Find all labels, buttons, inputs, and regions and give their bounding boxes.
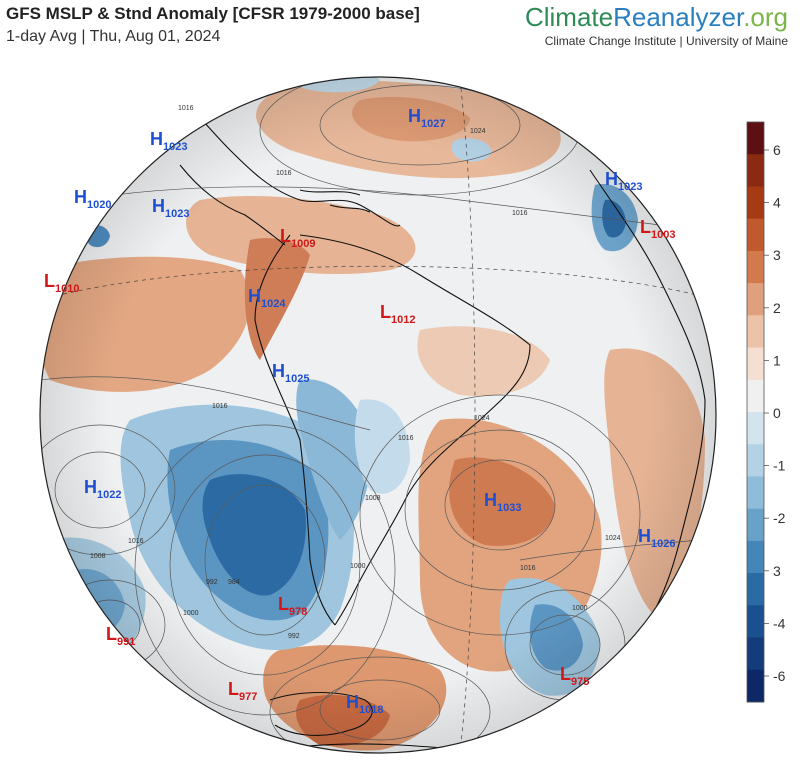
isobar-label: 1016: [276, 170, 292, 177]
colorbar-block: [747, 250, 764, 284]
isobar-label: 984: [228, 579, 240, 586]
pressure-system-high: H1033: [484, 490, 521, 514]
colorbar-frame: [746, 121, 765, 703]
pressure-system-low: L975: [560, 664, 589, 688]
pressure-system-high: H1023: [152, 196, 189, 220]
colorbar-tick-label: 2: [773, 300, 781, 316]
pressure-system-high: H1024: [248, 286, 286, 310]
pressure-system-high: H1023: [605, 169, 642, 193]
colorbar-block: [747, 669, 764, 703]
pressure-system-low: L978: [278, 594, 307, 618]
isobar-label: 1016: [212, 403, 228, 410]
colorbar-block: [747, 476, 764, 510]
isobar-label: 1008: [90, 553, 106, 560]
colorbar-block: [747, 347, 764, 381]
brand-name-climate: Climate: [524, 2, 614, 32]
isobar-label: 1016: [398, 435, 414, 442]
colorbar-block: [747, 379, 764, 413]
colorbar-tick-label: -2: [773, 510, 786, 526]
colorbar-tick-label: -4: [773, 615, 786, 631]
colorbar-block: [747, 605, 764, 639]
pressure-system-high: H1027: [408, 106, 445, 130]
brand-logo[interactable]: ClimateReanalyzer.org Climate Change Ins…: [525, 2, 788, 48]
colorbar-tick-label: 3: [773, 563, 781, 579]
colorbar: 6 4 3 2 1 0 -1 -2 3 -4 -6: [746, 121, 786, 703]
colorbar-tick-label: 0: [773, 405, 781, 421]
colorbar-blocks: [747, 122, 764, 703]
isobar-label: 1024: [470, 128, 486, 135]
pressure-system-low: L1003: [640, 217, 675, 241]
colorbar-block: [747, 573, 764, 606]
map-subtitle: 1-day Avg | Thu, Aug 01, 2024: [6, 28, 221, 45]
globe-outline: [39, 76, 717, 754]
isobar-labels: 1016 1024 1016 1016 1016 1016 1008 1000 …: [90, 105, 621, 640]
pressure-systems: H1027 H1023 H1020 H1023 H1023 L1003 L100…: [44, 106, 675, 716]
pressure-system-high: H1018: [346, 692, 383, 716]
colorbar-block: [747, 444, 764, 477]
pressure-system-low: L1012: [380, 302, 415, 326]
isobar-label: 992: [206, 579, 218, 586]
pressure-system-low: L991: [106, 624, 135, 648]
colorbar-block: [747, 508, 764, 542]
colorbar-tick-label: -1: [773, 458, 786, 474]
colorbar-tick-label: 6: [773, 142, 781, 158]
isobar-label: 1008: [365, 495, 381, 502]
isobar-label: 1000: [350, 563, 366, 570]
colorbar-block: [747, 218, 764, 252]
isobar-label: 1016: [128, 538, 144, 545]
brand-name-reanalyzer: Reanalyzer: [613, 2, 744, 32]
isobar-label: 1000: [183, 610, 199, 617]
pressure-system-high: H1020: [74, 187, 111, 211]
colorbar-block: [747, 412, 764, 445]
colorbar-ticks: 6 4 3 2 1 0 -1 -2 3 -4 -6: [764, 142, 786, 684]
brand-name-org: .org: [743, 2, 788, 32]
colorbar-block: [747, 122, 764, 155]
pressure-system-high: H1026: [638, 526, 675, 550]
pressure-system-low: L1010: [44, 271, 79, 295]
brand-tagline: Climate Change Institute | University of…: [544, 34, 788, 48]
isobar-label: 1016: [520, 565, 536, 572]
colorbar-block: [747, 186, 764, 220]
isobar-label: 1016: [512, 210, 528, 217]
isobar-label: 1000: [572, 605, 588, 612]
colorbar-block: [747, 154, 764, 187]
pressure-system-low: L977: [228, 679, 257, 703]
isobar-label: 1024: [474, 415, 490, 422]
colorbar-tick-label: 4: [773, 195, 781, 211]
isobar-label: 1024: [605, 535, 621, 542]
colorbar-block: [747, 315, 764, 349]
pressure-system-high: H1025: [272, 361, 309, 385]
colorbar-block: [747, 540, 764, 574]
globe-shading: [40, 77, 716, 753]
colorbar-block: [747, 637, 764, 671]
colorbar-block: [747, 283, 764, 316]
pressure-system-high: H1022: [84, 477, 121, 501]
map-title: GFS MSLP & Stnd Anomaly [CFSR 1979-2000 …: [6, 4, 420, 23]
pressure-system-high: H1023: [150, 129, 187, 153]
pressure-system-low: L1009: [280, 226, 315, 250]
colorbar-tick-label: 1: [773, 352, 781, 368]
colorbar-tick-label: 3: [773, 247, 781, 263]
isobar-label: 992: [288, 633, 300, 640]
colorbar-tick-label: -6: [773, 668, 786, 684]
isobar-label: 1016: [178, 105, 194, 112]
